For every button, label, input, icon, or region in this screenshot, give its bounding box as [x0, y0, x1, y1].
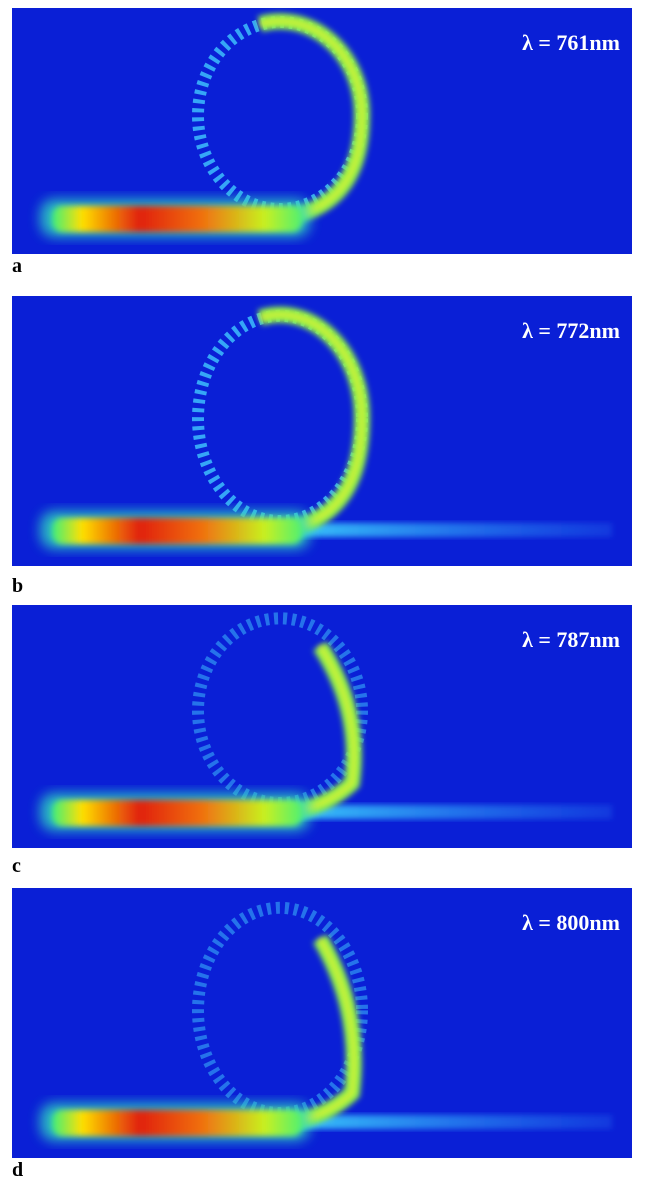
wavelength-label: λ = 800nm	[522, 910, 620, 935]
waveguide	[52, 518, 302, 544]
panel-label: c	[12, 855, 21, 877]
light-tail	[282, 1115, 612, 1129]
panel-label: b	[12, 575, 23, 597]
panel: λ = 761nm	[12, 8, 632, 254]
wavelength-label: λ = 772nm	[522, 318, 620, 343]
panel-label: d	[12, 1159, 23, 1181]
ring-core	[259, 18, 365, 222]
panel: λ = 772nm	[12, 296, 632, 566]
panel: λ = 787nm	[12, 605, 632, 848]
waveguide	[52, 800, 302, 826]
panel: λ = 800nm	[12, 888, 632, 1158]
ring-core	[259, 312, 365, 534]
waveguide	[52, 1110, 302, 1136]
panel-label: a	[12, 255, 22, 277]
light-tail	[282, 523, 612, 537]
waveguide	[52, 206, 302, 232]
light-tail	[282, 805, 612, 819]
wavelength-label: λ = 761nm	[522, 30, 620, 55]
wavelength-label: λ = 787nm	[522, 627, 620, 652]
